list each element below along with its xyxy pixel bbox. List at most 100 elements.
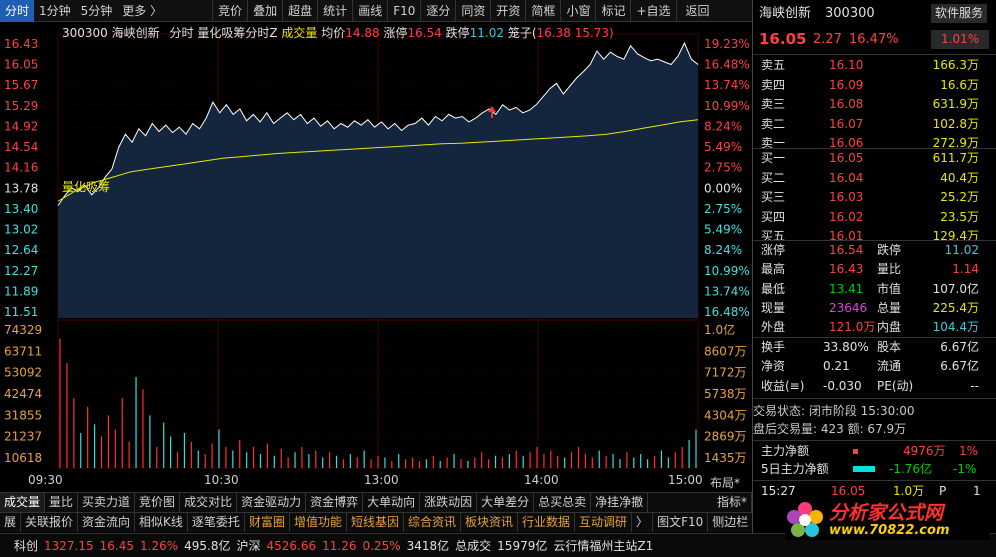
kc-amount: 495.8亿 [184,539,231,553]
feature-tab[interactable]: 逐笔委托 [188,513,245,532]
tab-more[interactable]: 更多 〉 [122,3,163,18]
tick-count: 1 [973,484,981,498]
indicator-tab[interactable]: 量比 [45,493,79,512]
price-line [57,41,699,206]
header-indicator[interactable]: 量化吸筹分时Z [197,26,278,40]
stat-value: 13.41 [829,281,864,296]
feature-tab[interactable]: 互动调研 [575,513,633,532]
feature-tab[interactable]: 板块资讯 [461,513,519,532]
sh-pct: 0.25% [362,538,401,553]
indicator-tab[interactable]: 买卖力道 [78,493,136,512]
feature-tab[interactable]: 关联报价 [21,513,79,532]
feature-tab[interactable]: 展 [0,513,22,532]
volume-tick-label: 63711 [4,344,42,358]
pct-tick-label: 16.48% [704,58,750,72]
trade-status: 交易状态: 闭市阶段 15:30:00 [753,404,915,418]
auction-button[interactable]: 竞价 [212,0,247,22]
per-minute-button[interactable]: 逐分 [420,0,455,22]
ask-price: 16.08 [829,97,864,111]
bid-volume: 40.4万 [940,170,979,185]
tab-5min[interactable]: 5分钟 [80,3,113,18]
tab-1min[interactable]: 1分钟 [39,3,71,18]
feature-tab[interactable]: 短线基因 [347,513,404,532]
feature-tab[interactable]: 财富圈 [245,513,290,532]
feature-tab[interactable]: 增值功能 [290,513,347,532]
ask-row[interactable]: 卖三 16.08 631.9万 [753,95,996,114]
bid-volume: 23.5万 [940,209,979,224]
pct-tick-label: 8.24% [704,243,742,257]
feature-tab[interactable]: 相似K线 [135,513,188,532]
stat-value: 107.0亿 [932,281,979,296]
pct-tick-label: 5.49% [704,140,742,154]
stat-row[interactable]: 最高 16.43 量比 1.14 [753,260,996,279]
sector-badge[interactable]: 软件服务 [931,4,988,23]
stat-label: 收益(≡) [761,378,805,393]
indicator-tab[interactable]: 资金驱动力 [237,493,307,512]
stat-row[interactable]: 涨停 16.54 跌停 11.02 [753,241,996,260]
main5-bar [853,466,875,472]
draw-line-button[interactable]: 画线 [352,0,387,22]
back-button[interactable]: 返回 [675,0,719,22]
feature-tab[interactable]: 行业数据 [518,513,576,532]
indicator-tab[interactable]: 成交量 [0,493,46,512]
header-avg: 14.88 [345,26,380,40]
stat-row[interactable]: 外盘 121.0万 内盘 104.4万 [753,318,996,337]
indicator-tab[interactable]: 大单差分 [477,493,535,512]
simple-frame-button[interactable]: 简框 [525,0,560,22]
indicator-tab[interactable]: 净挂净撤 [591,493,649,512]
indicator-tab[interactable]: 指标* [713,493,752,512]
indicator-tab[interactable]: 大单动向 [363,493,421,512]
super-button[interactable]: 超盘 [282,0,317,22]
bid-row[interactable]: 买四 16.02 23.5万 [753,208,996,227]
bid-row[interactable]: 买一 16.05 611.7万 [753,149,996,168]
bid-row[interactable]: 买五 16.01 129.4万 [753,227,996,246]
bid-row[interactable]: 买二 16.04 40.4万 [753,169,996,188]
ask-volume: 102.8万 [932,116,979,131]
f10-button[interactable]: F10 [387,0,420,22]
header-cage-values: 16.38 15.73) [536,26,614,40]
feature-tab[interactable]: 侧边栏 [708,513,754,532]
indicator-tab[interactable]: 竞价图 [135,493,181,512]
indicator-tab[interactable]: 涨跌动因 [420,493,478,512]
ask-row[interactable]: 卖四 16.09 16.6万 [753,76,996,95]
pct-tick-label: 13.74% [704,284,750,298]
stat-label: 股本 [877,340,902,354]
feature-tab[interactable]: 〉 [632,513,654,532]
indicator-tab[interactable]: 总买总卖 [534,493,592,512]
bid-row[interactable]: 买三 16.03 25.2万 [753,188,996,207]
intraday-chart[interactable]: 16.43 16.05 15.67 15.29 14.92 14.54 14.16 13.78… [0,22,752,492]
open-capital-button[interactable]: 开资 [490,0,525,22]
overlay-button[interactable]: 叠加 [247,0,282,22]
tick-time: 15:27 [761,484,796,498]
price-tick-label: 13.40 [4,202,38,216]
quant-annotation: 量化吸筹 [62,180,110,194]
tab-intraday[interactable]: 分时 [0,0,35,22]
ask-row[interactable]: 卖一 16.06 272.9万 [753,134,996,153]
stat-row[interactable]: 最低 13.41 市值 107.0亿 [753,280,996,299]
layout-label[interactable]: 布局* [710,476,741,490]
feature-tab[interactable]: 图文F10 [653,513,709,532]
indicator-tab[interactable]: 成交对比 [180,493,238,512]
stats-button[interactable]: 统计 [317,0,352,22]
small-window-button[interactable]: 小窗 [560,0,595,22]
add-watchlist-button[interactable]: +自选 [630,0,675,22]
mark-button[interactable]: 标记 [595,0,630,22]
stat-label: 内盘 [877,320,902,335]
stat-row[interactable]: 换手 33.80% 股本 6.67亿 [753,338,996,357]
feature-tab[interactable]: 资金流向 [78,513,136,532]
pct-tick-label: 0.00% [704,181,742,195]
quote-price-row: 16.05 2.27 16.47% 1.01% [753,30,996,52]
sh-amount: 3418亿 [406,539,450,553]
indicator-tab[interactable]: 资金博弈 [306,493,364,512]
stat-label: 量比 [877,262,902,277]
header-limit-up-label: 涨停 [383,26,408,40]
stat-row[interactable]: 收益(≡) -0.030 PE(动) -- [753,377,996,396]
stat-row[interactable]: 净资 0.21 流通 6.67亿 [753,357,996,376]
total-label: 总成交 [455,539,492,553]
ask-row[interactable]: 卖二 16.07 102.8万 [753,115,996,134]
ask-row[interactable]: 卖五 16.10 166.3万 [753,56,996,75]
feature-tab[interactable]: 综合资讯 [404,513,461,532]
after-hours: 盘后交易量: 423 额: 67.9万 [753,422,907,436]
same-capital-button[interactable]: 同资 [455,0,490,22]
stat-row[interactable]: 现量 23646 总量 225.4万 [753,299,996,318]
